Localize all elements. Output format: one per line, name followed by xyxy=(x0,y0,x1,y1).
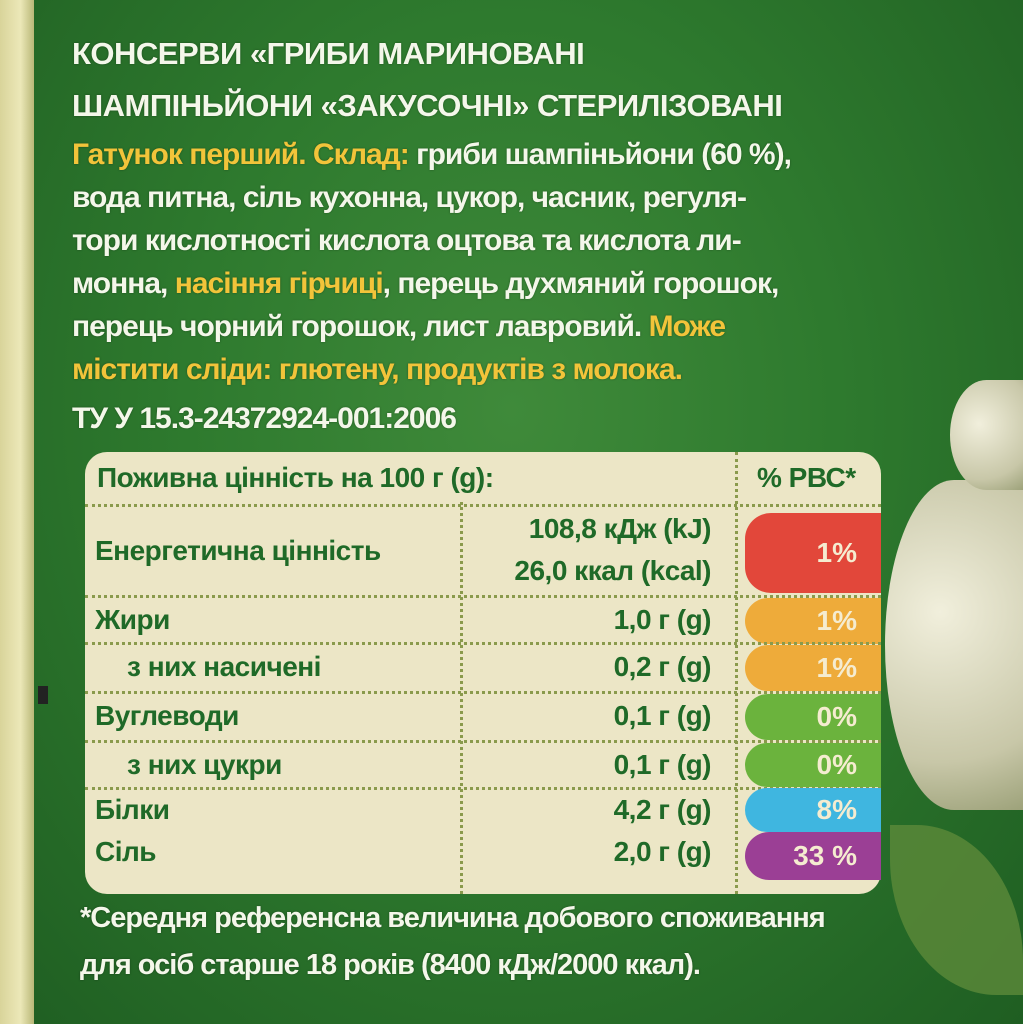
rdi-badge: 8% xyxy=(745,788,881,832)
ingredients-text: , перець духмяний горошок, xyxy=(382,267,780,300)
ingredients-text: перець чорний горошок, лист лавровий. xyxy=(72,310,649,343)
nutrient-name: з них насичені xyxy=(127,651,321,682)
nutrient-amount: 0,1 г (g) xyxy=(613,749,712,780)
nutrient-amount: 108,8 кДж (kJ) xyxy=(528,513,712,544)
nutrient-name: Енергетична цінність xyxy=(95,535,381,566)
nutrient-amount: 0,1 г (g) xyxy=(613,700,712,731)
print-mark xyxy=(38,686,48,704)
nutrition-header: Поживна цінність на 100 г (g): xyxy=(97,462,494,493)
product-title-line-1: КОНСЕРВИ «ГРИБИ МАРИНОВАНІ xyxy=(72,36,585,71)
product-title-line-2: ШАМПІНЬЙОНИ «ЗАКУСОЧНІ» СТЕРИЛІЗОВАНІ xyxy=(72,88,783,123)
grade-label: Гатунок перший. Склад: xyxy=(72,138,410,171)
table-row: з них насичені 0,2 г (g) 1% xyxy=(85,642,881,693)
nutrient-amount: 0,2 г (g) xyxy=(613,651,712,682)
standard-code: ТУ У 15.3-24372924-001:2006 xyxy=(72,402,457,435)
rdi-badge: 0% xyxy=(745,694,881,740)
mushroom-image xyxy=(885,480,1023,810)
nutrition-table: Поживна цінність на 100 г (g): % РВС* Ен… xyxy=(85,452,881,894)
rdi-badge: 1% xyxy=(745,598,881,644)
nutrient-amount: 26,0 ккал (kcal) xyxy=(514,555,711,586)
ingredients-line: Гатунок перший. Склад: гриби шампіньйони… xyxy=(72,138,792,172)
table-row: Вуглеводи 0,1 г (g) 0% xyxy=(85,691,881,742)
nutrient-name: Сіль xyxy=(95,836,157,867)
column-divider xyxy=(735,452,738,894)
ingredients-text: монна, xyxy=(72,267,175,300)
nutrient-name: Вуглеводи xyxy=(95,700,239,731)
rdi-badge: 0% xyxy=(745,743,881,787)
table-row: Енергетична цінність 108,8 кДж (kJ) 26,0… xyxy=(85,504,881,597)
column-divider xyxy=(460,502,463,894)
table-row: Білки 4,2 г (g) 8% xyxy=(85,787,881,834)
ingredients-line: вода питна, сіль кухонна, цукор, часник,… xyxy=(72,181,747,214)
allergen-text: насіння гірчиці xyxy=(174,267,384,300)
nutrient-name: Жири xyxy=(95,604,170,635)
ingredients-line: тори кислотності кислота оцтова та кисло… xyxy=(72,224,742,257)
table-row: Сіль 2,0 г (g) 33 % xyxy=(85,832,881,882)
bay-leaf-image xyxy=(890,825,1023,995)
nutrient-amount: 2,0 г (g) xyxy=(613,836,712,867)
allergen-warning: містити сліди: глютену, продуктів з моло… xyxy=(72,353,683,386)
nutrient-amount: 4,2 г (g) xyxy=(613,794,712,825)
ingredients-line: монна, насіння гірчиці, перець духмяний … xyxy=(72,267,780,301)
table-row: з них цукри 0,1 г (g) 0% xyxy=(85,740,881,789)
nutrient-name: Білки xyxy=(95,794,170,825)
rdi-badge: 33 % xyxy=(745,832,881,880)
ingredients-line: перець чорний горошок, лист лавровий. Мо… xyxy=(72,310,726,344)
jar-edge xyxy=(0,0,34,1024)
allergen-warning: Може xyxy=(648,310,726,343)
footnote-line-1: *Середня референсна величина добового сп… xyxy=(80,902,826,934)
rdi-badge: 1% xyxy=(745,645,881,691)
table-row: Жири 1,0 г (g) 1% xyxy=(85,595,881,644)
rdi-header: % РВС* xyxy=(757,462,856,493)
footnote-line-2: для осіб старше 18 років (8400 кДж/2000 … xyxy=(80,949,701,981)
nutrient-name: з них цукри xyxy=(127,749,282,780)
nutrient-amount: 1,0 г (g) xyxy=(613,604,712,635)
ingredients-text: гриби шампіньйони (60 %), xyxy=(408,138,792,171)
rdi-badge: 1% xyxy=(745,513,881,593)
mushroom-image xyxy=(950,380,1023,490)
